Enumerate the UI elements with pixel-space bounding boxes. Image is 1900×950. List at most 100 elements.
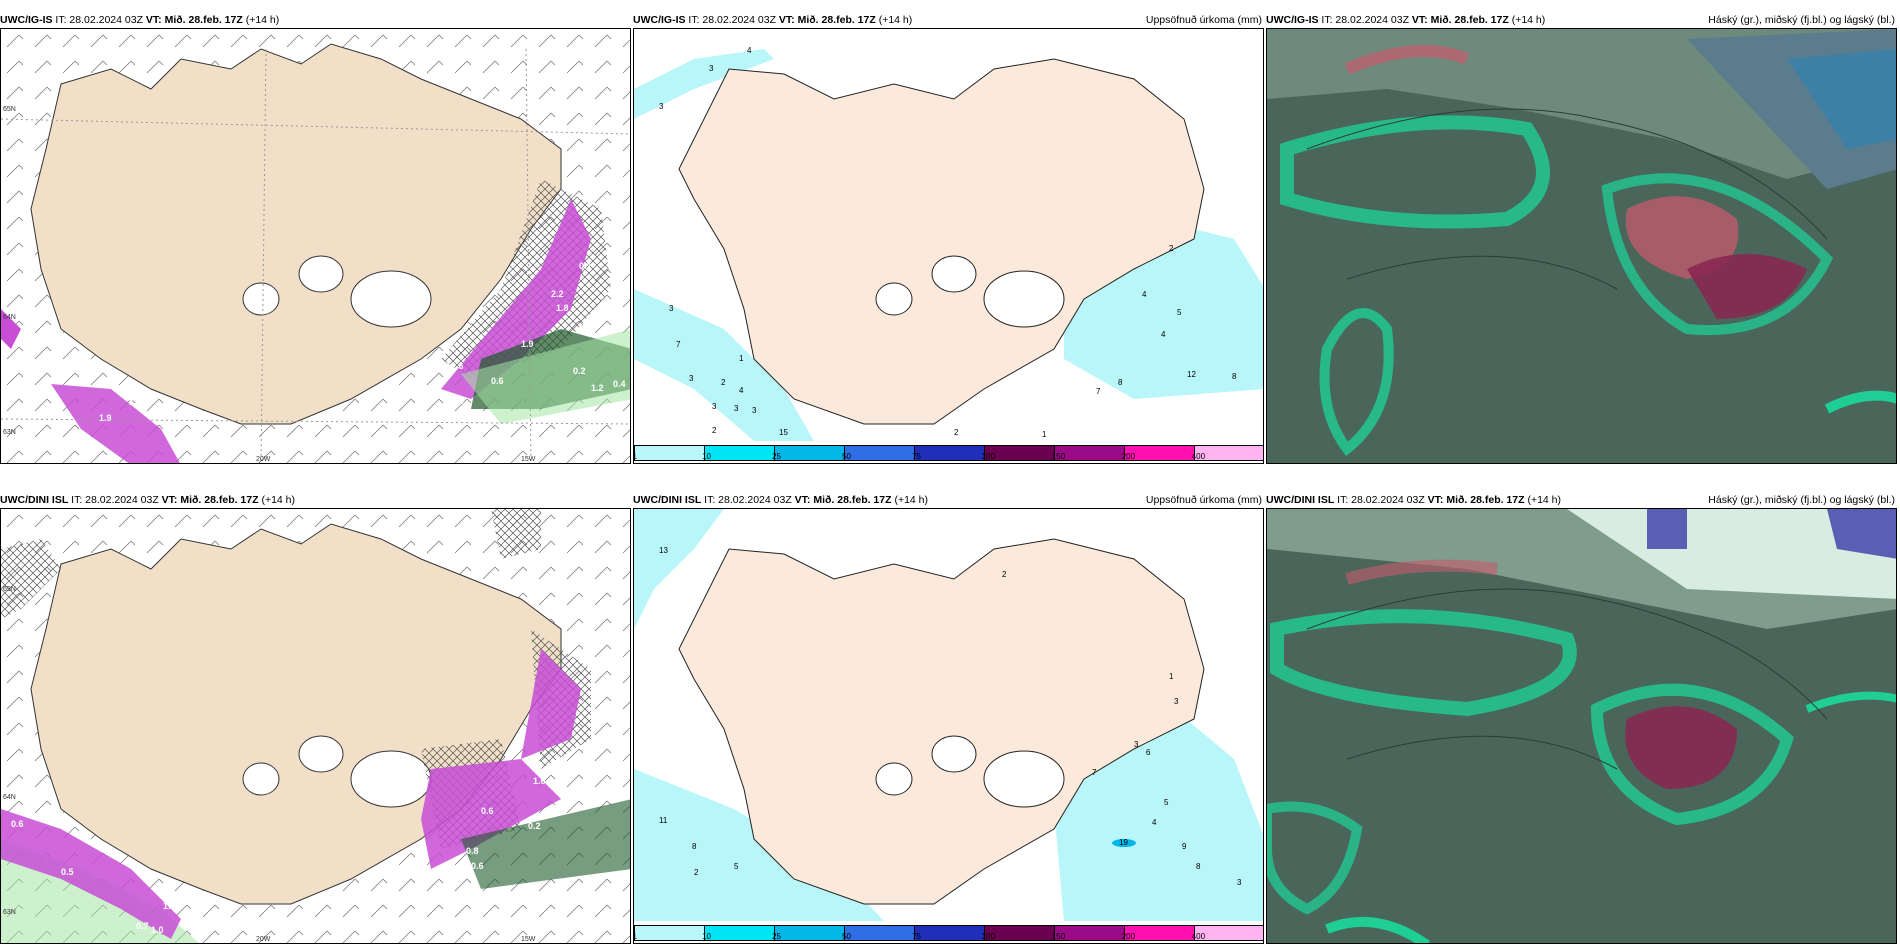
colorbar-tick: 1 [632, 452, 638, 461]
wind-label: 0.6 [491, 376, 504, 386]
field-title: Háský (gr.), miðský (fj.bl.) og lágský (… [1708, 494, 1895, 506]
colorbar-seg [845, 446, 915, 460]
init-time: IT: 28.02.2024 03Z [688, 14, 776, 26]
colorbar-seg [1055, 446, 1125, 460]
model-name: UWC/IG-IS [1266, 14, 1319, 26]
precip-label: 7 [676, 340, 681, 349]
wind-map: 1.6 0.6 0.2 1.6 0.6 0.8 0.5 1.3 0.7 1.0 … [1, 509, 630, 943]
lead-time: (+14 h) [1527, 494, 1562, 506]
wind-label: 1.5 [451, 396, 464, 406]
panel-header: UWC/IG-IS IT: 28.02.2024 03Z VT: Mið. 28… [1266, 12, 1897, 28]
init-time: IT: 28.02.2024 03Z [55, 14, 143, 26]
colorbar-seg [775, 926, 845, 940]
lead-time: (+14 h) [894, 494, 929, 506]
init-time: IT: 28.02.2024 03Z [1321, 14, 1409, 26]
colorbar-tick: 50 [842, 452, 852, 461]
colorbar-ticks: 1 10 25 50 75 100 150 200 400 [633, 452, 1264, 464]
precip-label: 8 [692, 842, 697, 851]
axis-labels: 20W 15W 65N 64N 63N [3, 586, 536, 943]
wind-label: 1.0 [151, 925, 164, 935]
wind-label: 1.6 [533, 776, 546, 786]
row1-cloud-panel: UWC/IG-IS IT: 28.02.2024 03Z VT: Mið. 28… [1266, 12, 1897, 464]
colorbar-seg [1195, 446, 1263, 460]
wind-label: 0.2 [573, 366, 586, 376]
precip-label: 5 [1164, 798, 1169, 807]
row1-wind-panel: UWC/IG-IS IT: 28.02.2024 03Z VT: Mið. 28… [0, 12, 631, 464]
precip-label: 3 [669, 304, 674, 313]
lead-time: (+14 h) [261, 494, 296, 506]
precip-label: 2 [1169, 244, 1174, 253]
wind-value-labels: 1.6 0.6 0.2 1.6 0.6 0.8 0.5 1.3 0.7 1.0 … [11, 776, 616, 935]
model-name: UWC/IG-IS [633, 14, 686, 26]
precip-label: 1 [1042, 430, 1047, 439]
vt-label: VT: [1427, 494, 1444, 506]
precip-label: 6 [1146, 748, 1151, 757]
precip-label: 19 [1119, 838, 1128, 847]
wind-label: 0.6 [11, 819, 24, 829]
wind-label: 1.6 [444, 876, 457, 886]
precip-label: 9 [1182, 842, 1187, 851]
vt-label: VT: [161, 494, 178, 506]
wind-label: 0.4 [613, 379, 626, 389]
precip-label: 4 [1152, 818, 1157, 827]
init-time: IT: 28.02.2024 03Z [71, 494, 159, 506]
colorbar-tick: 100 [981, 452, 996, 461]
wind-label: 0.6 [471, 861, 484, 871]
wind-label: 0.6 [481, 806, 494, 816]
model-name: UWC/DINI ISL [1266, 494, 1335, 506]
colorbar-seg [635, 926, 705, 940]
wind-label: 2.2 [551, 289, 564, 299]
cloud-map-frame [1266, 508, 1897, 944]
colorbar-tick: 1 [632, 932, 638, 941]
precip-label: 13 [659, 546, 668, 555]
colorbar-seg [985, 446, 1055, 460]
lon-label: 20W [256, 456, 271, 463]
cloud-map [1267, 29, 1896, 463]
precip-label: 8 [1118, 378, 1123, 387]
valid-time: Mið. 28.feb. 17Z [1446, 494, 1525, 506]
colorbar-tick: 10 [702, 932, 712, 941]
colorbar-seg [985, 926, 1055, 940]
precip-label: 1 [1169, 672, 1174, 681]
precip-colorbar [634, 445, 1263, 461]
wind-label: 1.9 [521, 339, 534, 349]
wind-label: 1.3 [603, 889, 616, 899]
colorbar-tick: 200 [1121, 932, 1136, 941]
lat-label: 63N [3, 909, 16, 916]
wind-label: 1.6 [451, 361, 464, 371]
precip-value-labels: 13 2 1 3 3 5 4 6 7 11 8 5 2 19 9 8 3 [659, 546, 1242, 887]
precip-label: 7 [1092, 768, 1097, 777]
wind-map-frame: 2.2 1.8 1.9 1.5 0.6 0.2 0.4 1.2 1.9 1.3 … [0, 28, 631, 464]
lon-label: 15W [521, 456, 536, 463]
precip-label: 5 [734, 862, 739, 871]
precip-value-labels: 3 4 3 3 7 1 3 2 4 3 3 3 2 15 2 1 2 4 5 4 [659, 46, 1237, 439]
wind-label: 0.2 [528, 821, 541, 831]
precip-colorbar [634, 925, 1263, 941]
precip-label: 3 [1134, 740, 1139, 749]
colorbar-seg [1195, 926, 1263, 940]
init-time: IT: 28.02.2024 03Z [1337, 494, 1425, 506]
colorbar-seg [1055, 926, 1125, 940]
precip-label: 4 [1142, 290, 1147, 299]
colorbar-seg [635, 446, 705, 460]
panel-header: UWC/IG-IS IT: 28.02.2024 03Z VT: Mið. 28… [633, 12, 1264, 28]
valid-time: Mið. 28.feb. 17Z [1430, 14, 1509, 26]
lat-label: 64N [3, 794, 16, 801]
colorbar-tick: 75 [912, 932, 922, 941]
precip-label: 3 [709, 64, 714, 73]
colorbar-seg [1125, 446, 1195, 460]
colorbar-tick: 10 [702, 452, 712, 461]
wind-label: 0.1 [579, 261, 592, 271]
iceland-land [678, 58, 1205, 425]
colorbar-ticks: 1 10 25 50 75 100 150 200 400 [633, 932, 1264, 944]
colorbar-tick: 25 [772, 452, 782, 461]
init-time: IT: 28.02.2024 03Z [704, 494, 792, 506]
precip-label: 2 [721, 378, 726, 387]
wind-label: 1.9 [99, 413, 112, 423]
vt-label: VT: [794, 494, 811, 506]
precip-label: 3 [1237, 878, 1242, 887]
cloud-map [1267, 509, 1896, 943]
precip-label: 4 [1161, 330, 1166, 339]
colorbar-seg [915, 446, 985, 460]
panel-header: UWC/DINI ISL IT: 28.02.2024 03Z VT: Mið.… [1266, 492, 1897, 508]
